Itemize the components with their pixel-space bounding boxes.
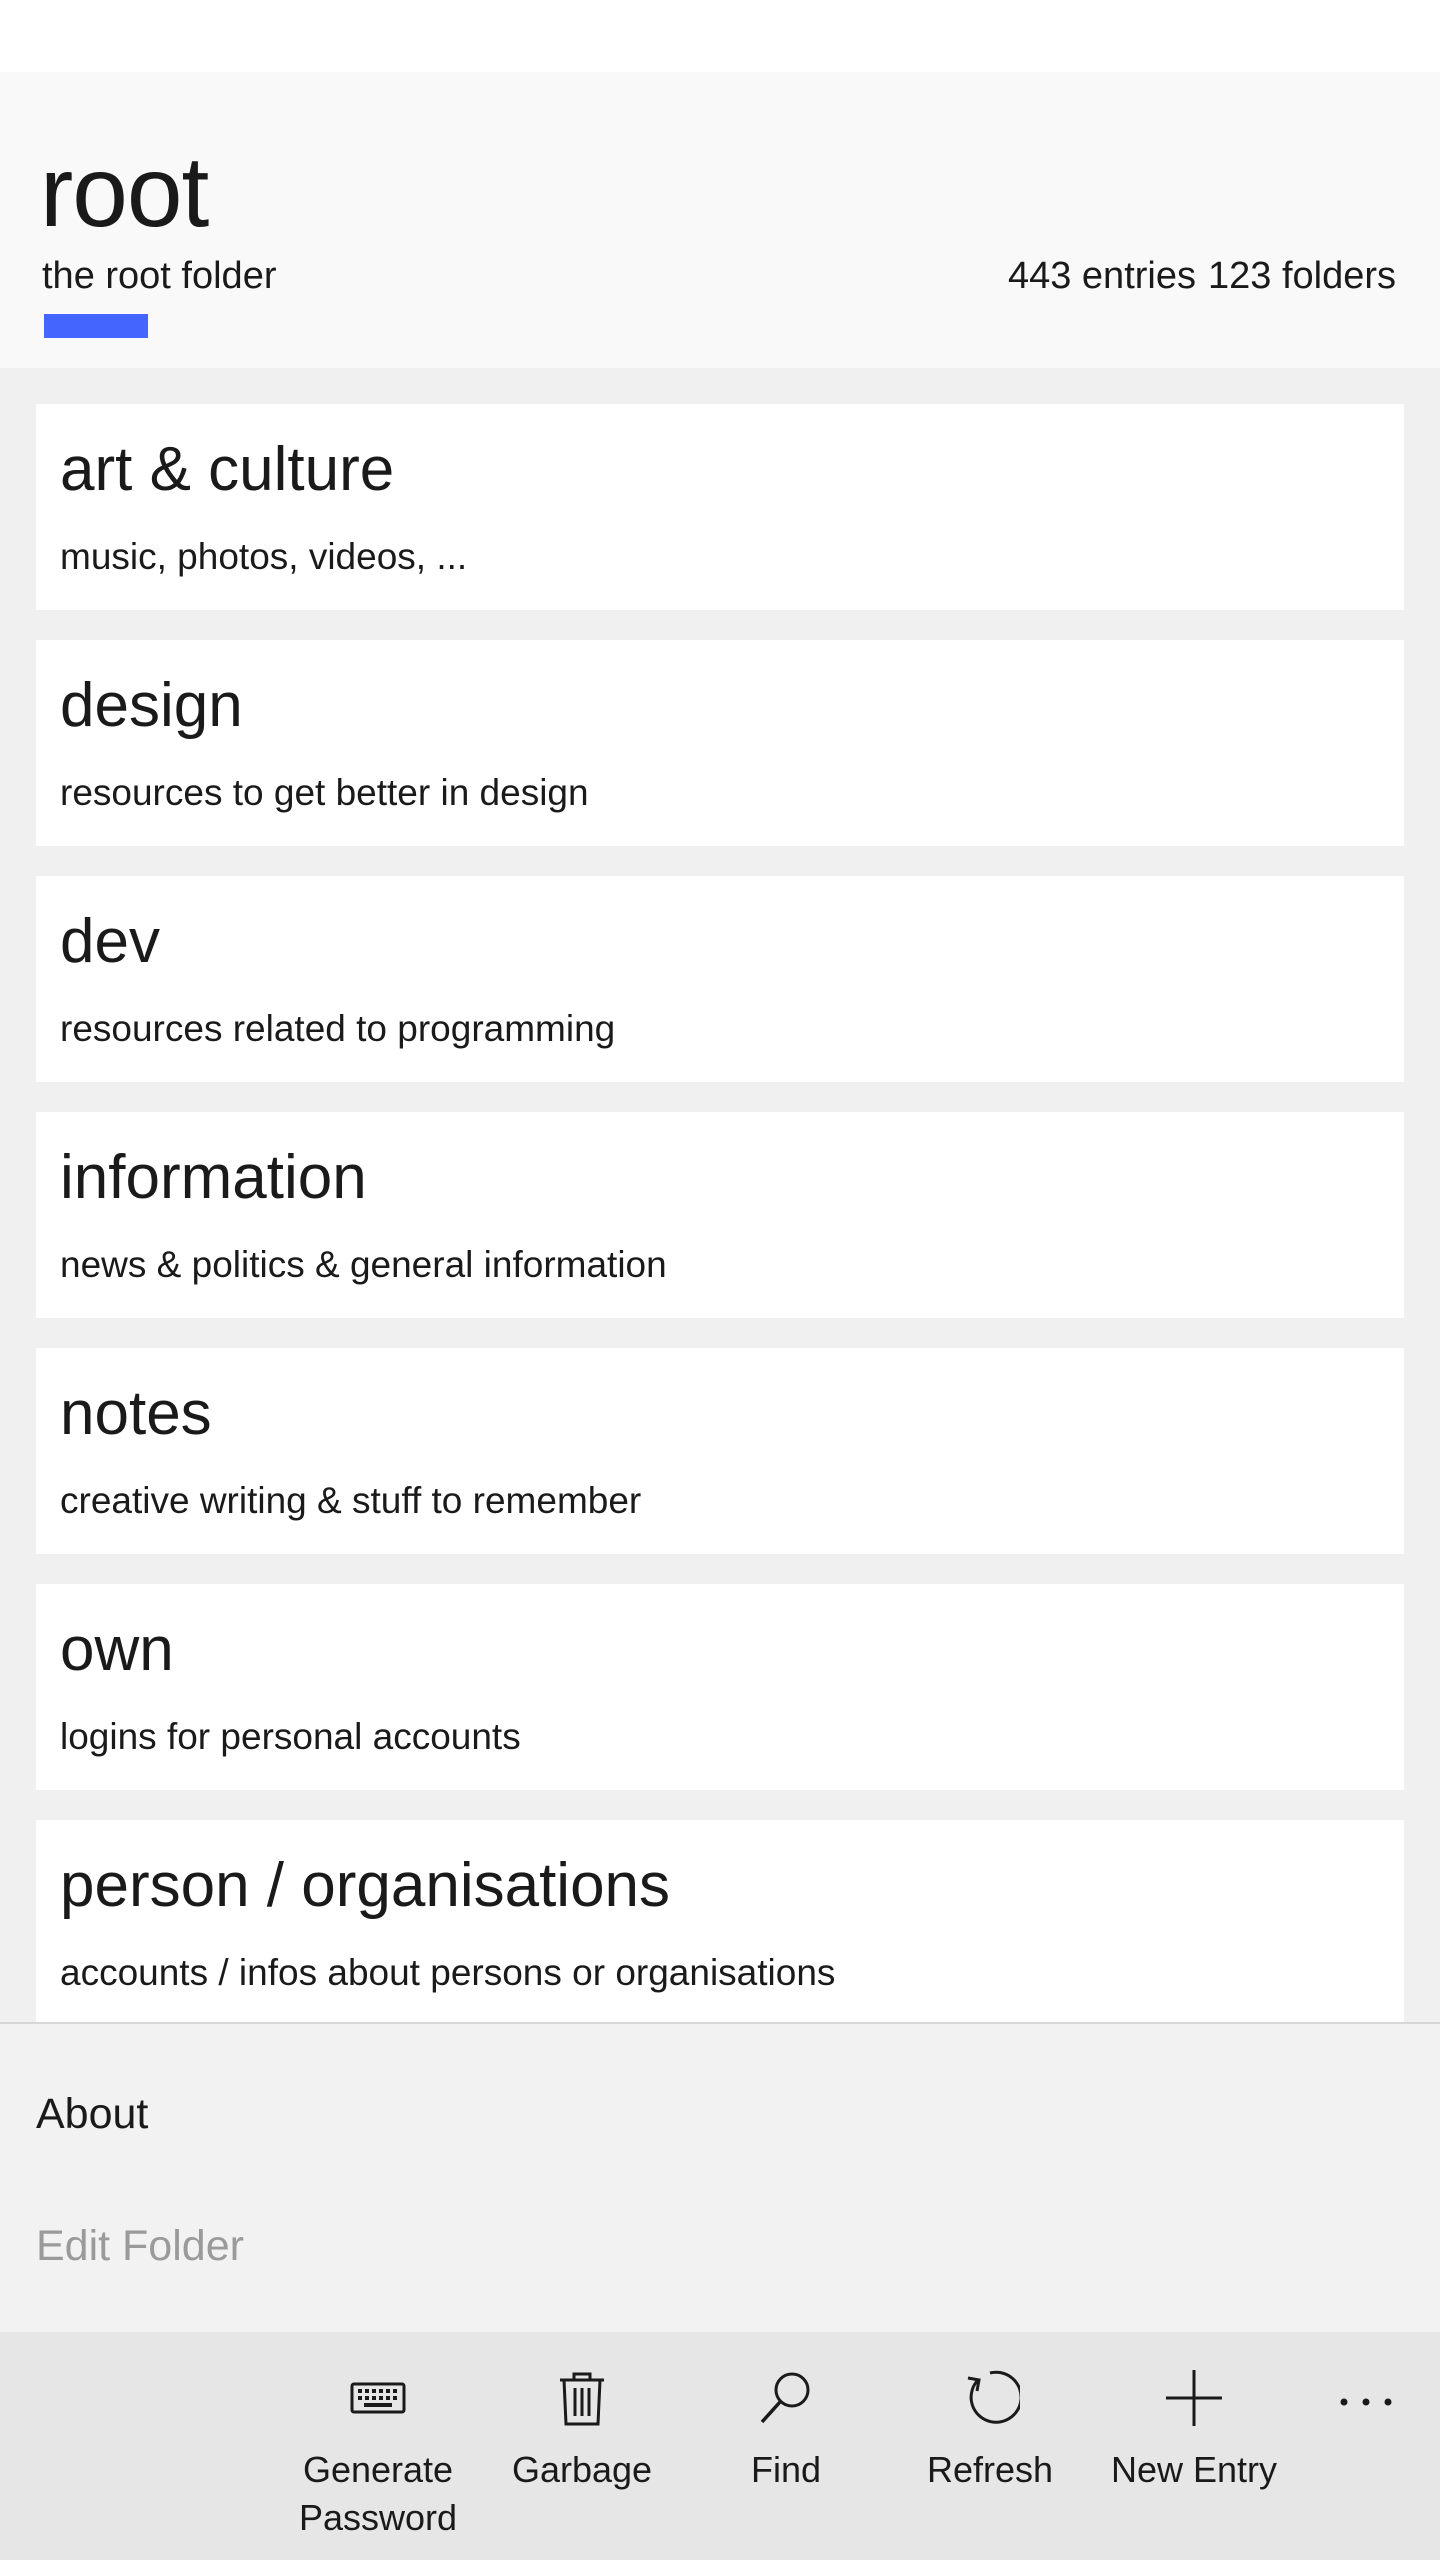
trash-icon [560, 2372, 604, 2426]
folder-title: person / organisations [60, 1851, 671, 1920]
folder-title: information [60, 1143, 367, 1212]
status-bar [0, 0, 1440, 72]
more-icon[interactable] [1330, 2368, 1402, 2428]
entries-count: 443 entries [1007, 255, 1196, 297]
folder-description: news & politics & general information [60, 1244, 667, 1285]
find-label: Find [750, 2449, 822, 2490]
folder-description: creative writing & stuff to remember [60, 1480, 642, 1521]
folder-title: art & culture [60, 435, 395, 504]
folder-description: logins for personal accounts [60, 1716, 521, 1757]
folder-description: music, photos, videos, ... [60, 536, 468, 577]
about-menu-item[interactable]: About [36, 2090, 149, 2138]
folder-description: resources related to programming [60, 1008, 616, 1049]
folder-item-own[interactable]: own logins for personal accounts [36, 1584, 1404, 1790]
page-title: root [40, 136, 209, 248]
folder-title: own [60, 1615, 174, 1684]
edit-folder-menu-item[interactable]: Edit Folder [36, 2222, 244, 2270]
folder-item-person-organisations[interactable]: person / organisations accounts / infos … [36, 1820, 1404, 2022]
garbage-button[interactable]: Garbage [482, 2332, 682, 2560]
folder-title: notes [60, 1379, 212, 1448]
folder-title: design [60, 671, 243, 740]
overflow-menu: About Edit Folder [0, 2022, 1440, 2332]
new-entry-button[interactable]: New Entry [1094, 2332, 1294, 2560]
folder-description: the root folder [42, 255, 277, 297]
plus-icon [1166, 2370, 1222, 2426]
find-button[interactable]: Find [686, 2332, 886, 2560]
generate-password-label: Generate Password [298, 2449, 458, 2538]
command-bar: Generate Password Garbage Find [0, 2332, 1440, 2560]
folder-stats: 443 entries 123 folders [1008, 252, 1396, 300]
folder-item-notes[interactable]: notes creative writing & stuff to rememb… [36, 1348, 1404, 1554]
keyboard-icon [350, 2382, 406, 2414]
garbage-label: Garbage [511, 2449, 653, 2490]
folder-item-design[interactable]: design resources to get better in design [36, 640, 1404, 846]
search-icon [760, 2372, 810, 2424]
refresh-button[interactable]: Refresh [890, 2332, 1090, 2560]
generate-password-button[interactable]: Generate Password [278, 2332, 478, 2560]
folder-item-art-culture[interactable]: art & culture music, photos, videos, ... [36, 404, 1404, 610]
folder-item-information[interactable]: information news & politics & general in… [36, 1112, 1404, 1318]
folder-description: resources to get better in design [60, 772, 589, 813]
new-entry-label: New Entry [1110, 2449, 1278, 2490]
folders-count: 123 folders [1207, 255, 1396, 297]
folder-description: accounts / infos about persons or organi… [60, 1952, 836, 1993]
folder-list[interactable]: art & culture music, photos, videos, ...… [0, 368, 1440, 2022]
accent-indicator [44, 314, 148, 338]
refresh-label: Refresh [926, 2449, 1054, 2490]
folder-header: root the root folder 443 entries 123 fold… [0, 72, 1440, 368]
folder-item-dev[interactable]: dev resources related to programming [36, 876, 1404, 1082]
refresh-icon [967, 2370, 1020, 2424]
folder-title: dev [60, 907, 160, 976]
